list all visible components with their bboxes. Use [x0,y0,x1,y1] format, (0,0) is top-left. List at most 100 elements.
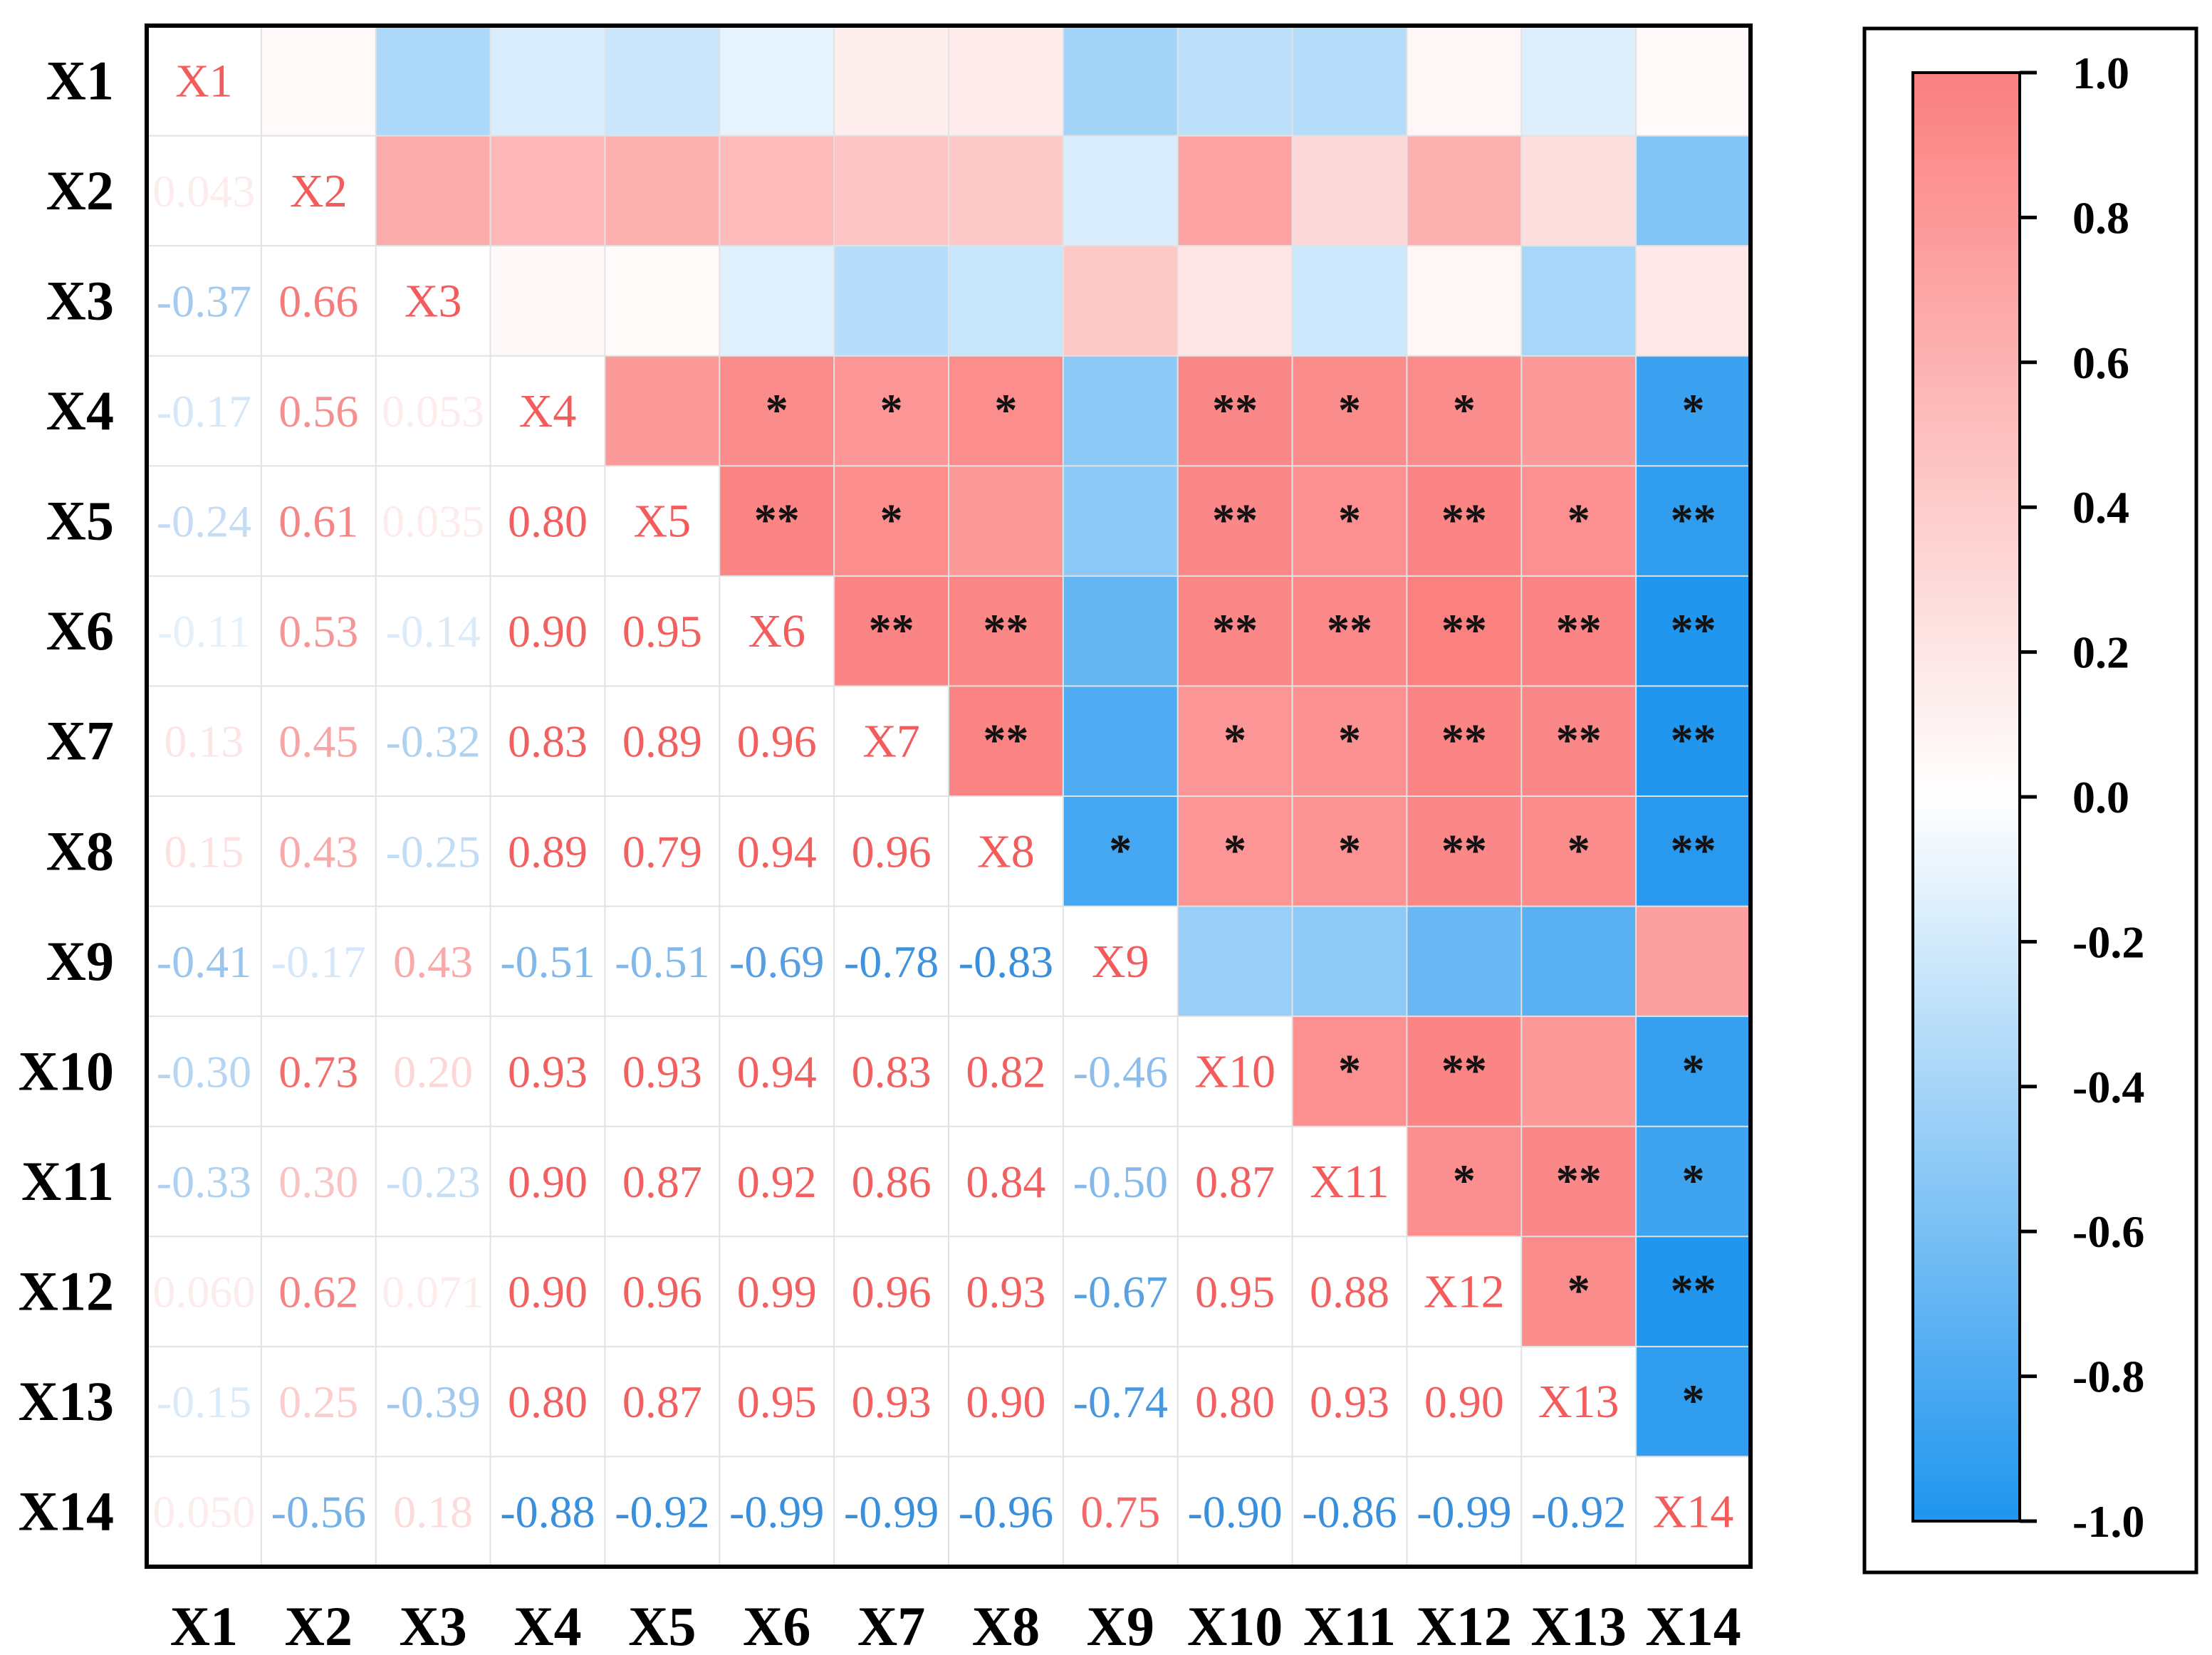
heatmap-cell-diagonal [147,26,262,137]
correlation-value-label: 0.80 [508,496,588,547]
column-label: X3 [399,1595,466,1655]
heatmap-cell-lower [147,686,262,797]
diagonal-variable-label: X9 [1092,936,1149,988]
correlation-value-label: 0.050 [152,1487,255,1537]
heatmap-cell-upper [261,26,377,137]
row-label: X5 [46,490,114,552]
correlation-value-label: 0.83 [852,1046,932,1097]
heatmap-cell-upper [1177,686,1293,797]
heatmap-cell-diagonal [490,355,606,466]
significance-marker: ** [1212,495,1258,545]
diagonal-variable-label: X7 [862,716,920,768]
heatmap-cell-lower [375,1126,491,1237]
colorbar-tick-label: 0.6 [2072,338,2129,388]
heatmap-cell-lower [147,1126,262,1237]
heatmap-cell-lower [261,1126,377,1237]
correlation-value-label: 0.61 [278,496,358,547]
heatmap-cell-upper [1521,1126,1637,1237]
heatmap-cell-lower [261,466,377,577]
correlation-value-label: 0.84 [966,1157,1045,1207]
diagonal-variable-label: X1 [175,55,233,107]
correlation-value-label: -0.99 [729,1487,824,1537]
correlation-value-label: 0.87 [622,1377,702,1427]
heatmap-cell-diagonal [1407,1236,1522,1347]
correlation-value-label: -0.41 [157,936,251,987]
correlation-value-label: 0.87 [622,1157,702,1207]
correlation-value-label: 0.96 [852,826,932,877]
correlation-value-label: -0.69 [729,936,824,987]
heatmap-cell-upper [834,355,949,466]
heatmap-cell-lower [490,1016,606,1127]
column-labels: X1 X2 X3 X4 X5 X6 X7 X8 X9 X10 X11 X12 X13 X14 [170,1595,1741,1655]
significance-marker: * [1109,825,1132,875]
heatmap-cell-lower [375,906,491,1017]
heatmap-cell-lower [719,1016,835,1127]
heatmap-cell-lower [1063,1236,1179,1347]
heatmap-cell-upper [1407,26,1522,137]
heatmap-cell-upper [719,466,835,577]
significance-marker: ** [1556,715,1602,766]
heatmap-cell-lower [375,575,491,687]
heatmap-cell-upper [1521,575,1637,687]
heatmap-cell-lower [605,1346,720,1458]
heatmap-cell-upper [719,246,835,357]
significance-marker: * [1682,1375,1705,1426]
colorbar-tick-label: -0.2 [2072,917,2144,967]
heatmap-cell-upper [1292,575,1408,687]
significance-marker: ** [1671,825,1716,875]
correlation-value-label: 0.96 [622,1267,702,1317]
heatmap-cell-upper [1407,686,1522,797]
column-label: X8 [972,1595,1040,1655]
heatmap-cell-upper [1177,135,1293,246]
heatmap-cell-lower [605,1236,720,1347]
significance-marker: ** [1212,605,1258,655]
colorbar-tick-label: -0.4 [2072,1062,2144,1112]
heatmap-cell-upper [1177,466,1293,577]
correlation-value-label: 0.86 [852,1157,932,1207]
heatmap-cell-upper [1636,135,1751,246]
colorbar-tick-label: 0.2 [2072,627,2129,678]
heatmap-cell-lower [1063,1456,1179,1567]
correlation-value-label: 0.053 [382,386,484,437]
heatmap-cell-diagonal [1521,1346,1637,1458]
correlation-value-label: 0.45 [278,716,358,767]
heatmap-cell-upper [834,575,949,687]
heatmap-cell-upper [1177,355,1293,466]
row-label: X7 [46,710,114,772]
heatmap-cell-lower [147,135,262,246]
row-label: X9 [46,930,114,992]
heatmap-cell-lower [949,1346,1064,1458]
correlation-value-label: 0.93 [508,1046,588,1097]
correlation-value-label: 0.94 [737,826,817,877]
colorbar-tick-label: 0.0 [2072,772,2129,823]
row-labels: X1 X2 X3 X4 X5 X6 X7 X8 X9 X10 X11 X12 X13 X14 [19,49,114,1542]
correlation-value-label: -0.96 [959,1487,1053,1537]
heatmap-cell-upper [719,355,835,466]
heatmap-cell-upper [1292,906,1408,1017]
heatmap-cell-lower [490,1456,606,1567]
heatmap-cell-upper [1636,796,1751,907]
heatmap-cell-lower [1063,1016,1179,1127]
heatmap-cell-upper [1063,135,1179,246]
heatmap-cell-lower [719,1456,835,1567]
diagonal-variable-label: X11 [1310,1156,1389,1208]
column-label: X6 [743,1595,810,1655]
heatmap-cell-upper [1521,1016,1637,1127]
correlation-value-label: 0.93 [966,1267,1045,1317]
heatmap-cell-lower [949,906,1064,1017]
heatmap-cell-diagonal [375,246,491,357]
heatmap-cell-lower [261,575,377,687]
heatmap-cell-upper [834,466,949,577]
colorbar-tick-label: -1.0 [2072,1496,2144,1547]
significance-marker: ** [1212,385,1258,435]
correlation-value-label: -0.11 [157,606,251,657]
heatmap-cell-diagonal [1063,906,1179,1017]
heatmap-cell-upper [1521,1236,1637,1347]
heatmap-cell-lower [490,575,606,687]
heatmap-cell-upper [1063,796,1179,907]
significance-marker: * [1224,825,1246,875]
diagonal-variable-label: X12 [1424,1266,1505,1318]
colorbar-tick-label: 0.4 [2072,482,2129,533]
heatmap-cell-upper [949,686,1064,797]
significance-marker: ** [1671,605,1716,655]
